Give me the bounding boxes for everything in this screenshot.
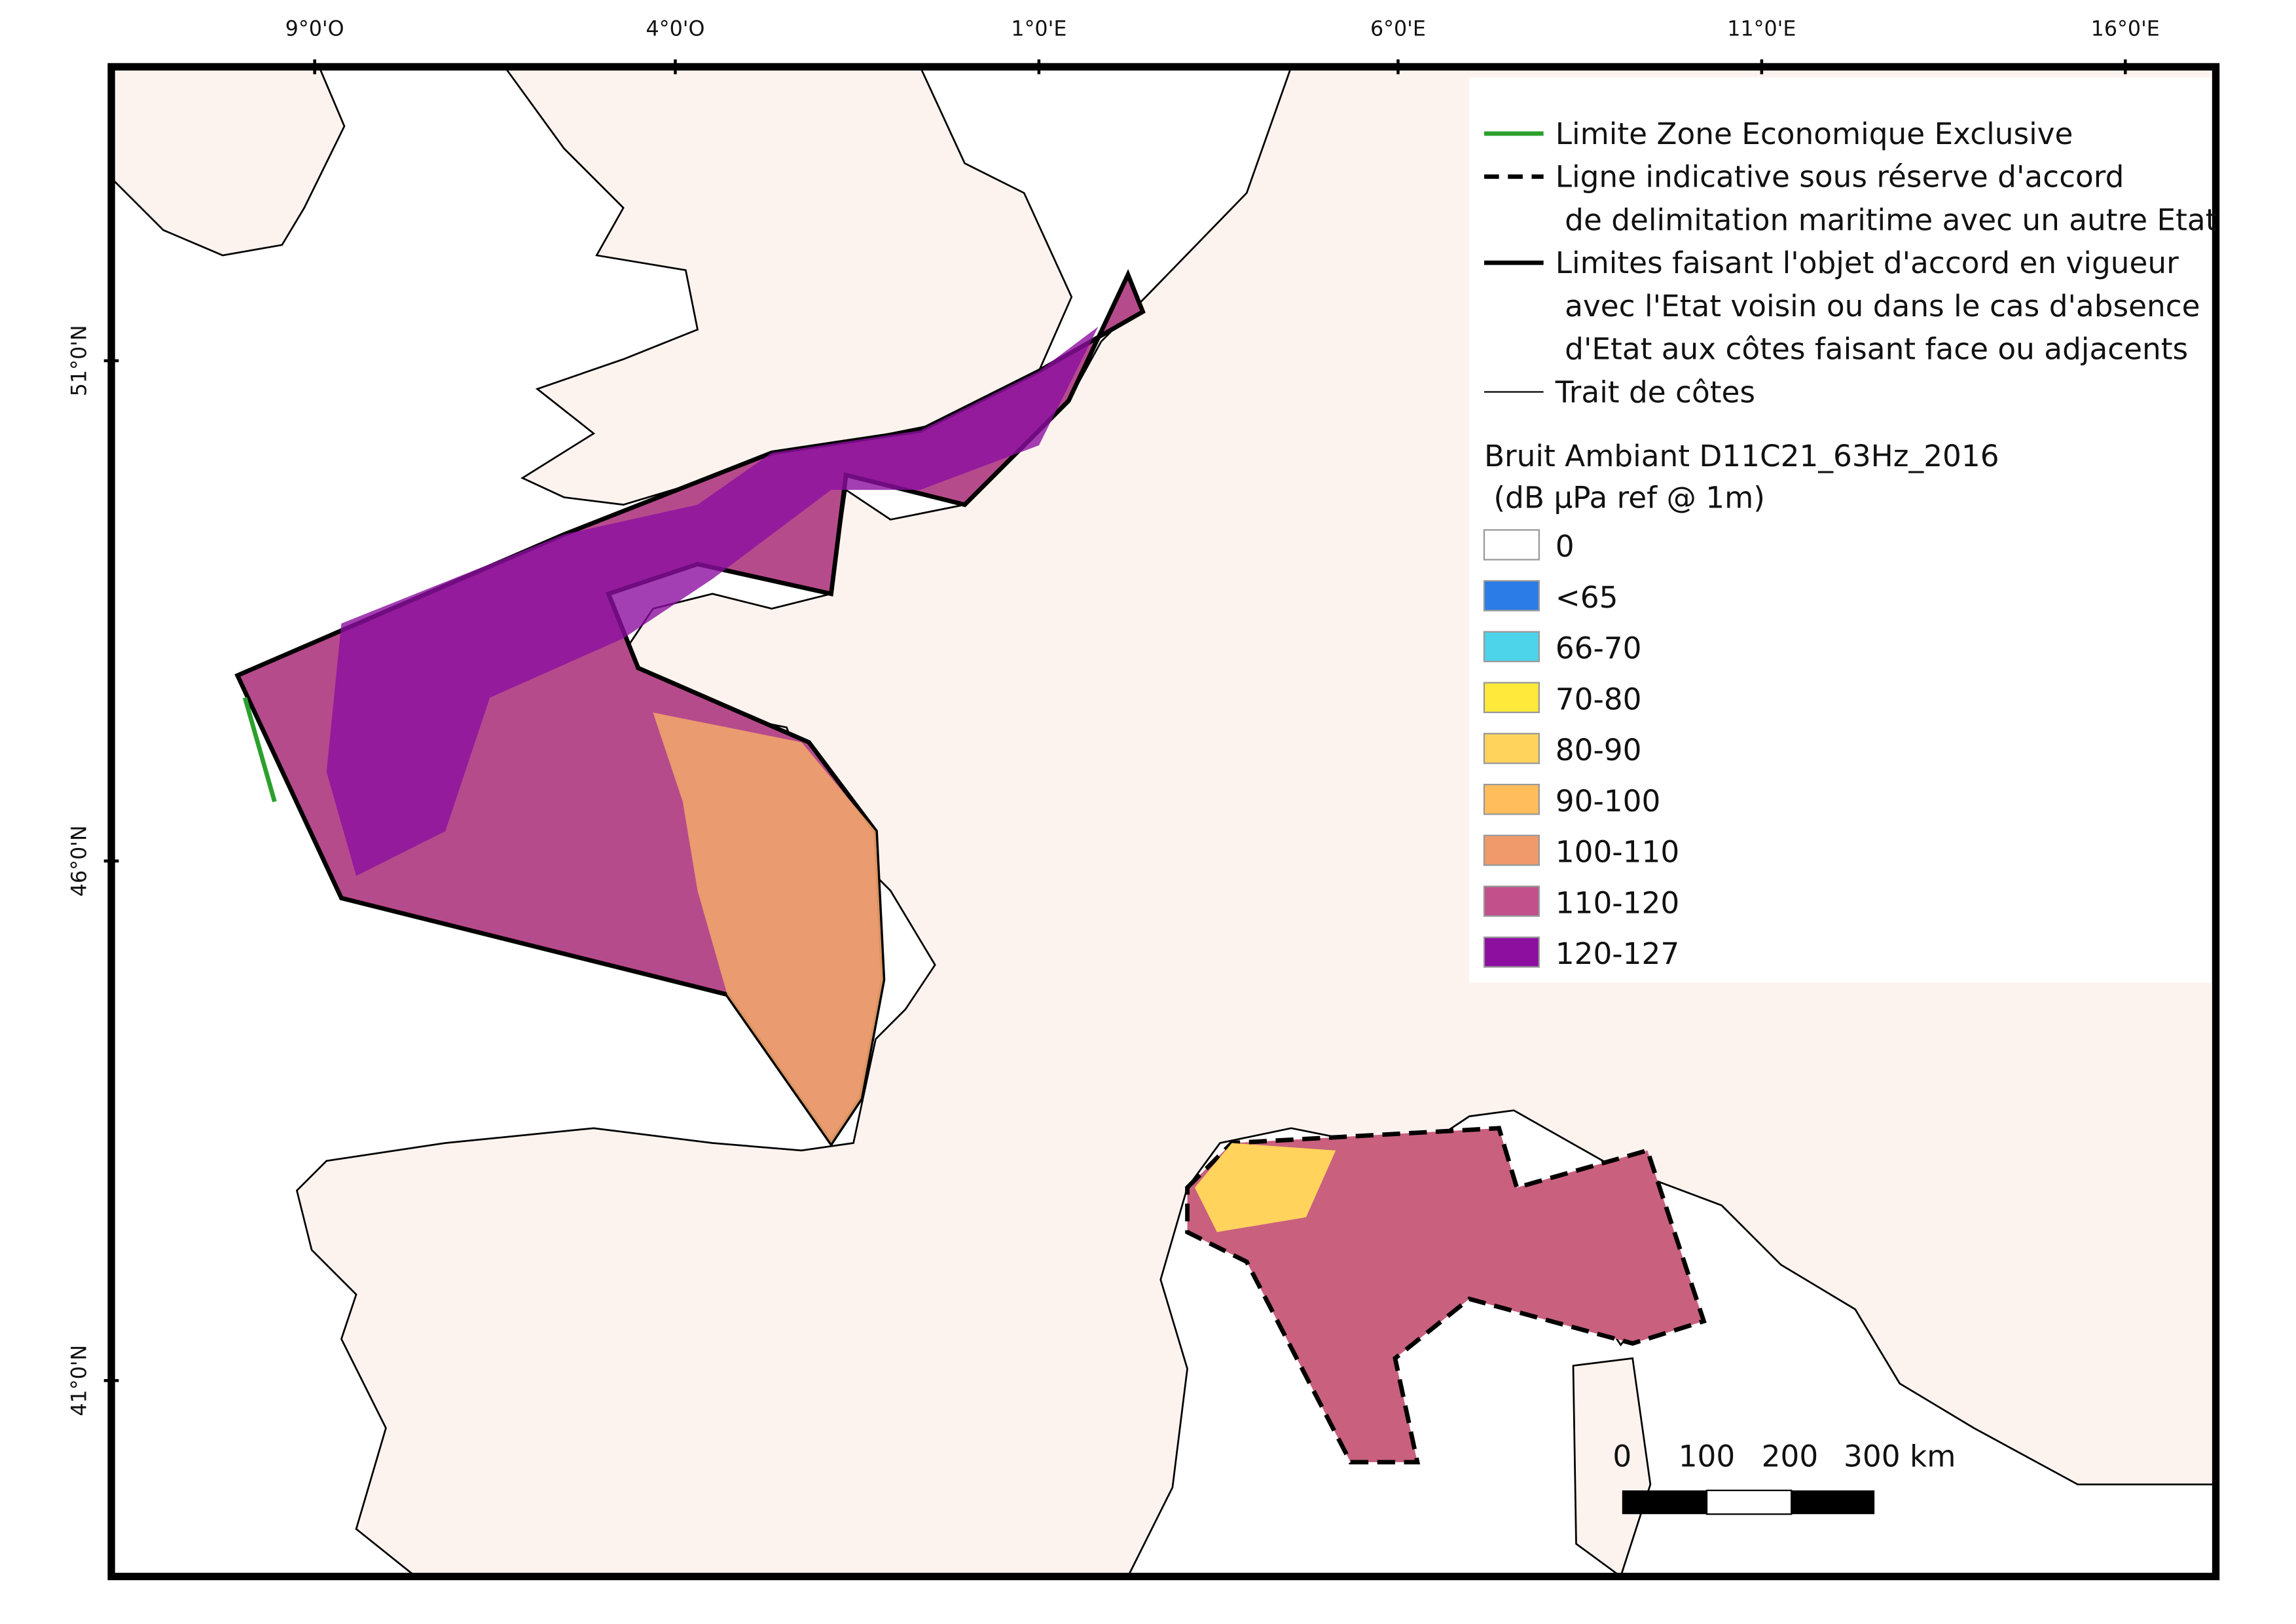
lon-label: 4°0'O bbox=[646, 17, 705, 41]
noise-zones bbox=[234, 268, 1707, 1465]
lon-label: 1°0'E bbox=[1011, 17, 1066, 41]
scale-seg bbox=[1791, 1490, 1875, 1515]
legend-swatch bbox=[1483, 529, 1540, 561]
legend-label: Limite Zone Economique Exclusive bbox=[1556, 117, 2073, 151]
scale-seg bbox=[1705, 1489, 1793, 1515]
lat-label: 46°0'N bbox=[68, 825, 92, 896]
scale-bar: 0 100 200 300 km bbox=[1613, 1439, 1956, 1515]
frame bbox=[107, 63, 2220, 1581]
med-yellow bbox=[1194, 1143, 1336, 1232]
legend-title: Bruit Ambiant D11C21_63Hz_2016 bbox=[1484, 439, 1999, 473]
legend-swatch bbox=[1483, 834, 1540, 866]
lon-label: 11°0'E bbox=[1727, 17, 1796, 41]
legend-swatch bbox=[1483, 783, 1540, 815]
scale-label: 300 km bbox=[1844, 1439, 1956, 1474]
legend-swatch bbox=[1483, 631, 1540, 663]
legend-box bbox=[1469, 77, 2212, 983]
scale-label: 200 bbox=[1762, 1439, 1819, 1474]
legend-title: (dB µPa ref @ 1m) bbox=[1484, 480, 1765, 515]
legend-label: <65 bbox=[1556, 580, 1618, 615]
ticks: 9°0'O 4°0'O 1°0'E 6°0'E 11°0'E 16°0'E 51°0'N 46… bbox=[68, 17, 2160, 1416]
scale-label: 100 bbox=[1679, 1439, 1736, 1474]
legend-label: 80-90 bbox=[1556, 733, 1642, 767]
scale-label: 0 bbox=[1613, 1439, 1631, 1474]
eez-green bbox=[242, 697, 277, 803]
lon-label: 6°0'E bbox=[1370, 17, 1426, 41]
atlantic-purple bbox=[326, 326, 1099, 876]
lat-label: 41°0'N bbox=[68, 1345, 92, 1416]
legend-label: 110-120 bbox=[1556, 885, 1679, 920]
legend-label: de delimitation maritime avec un autre E… bbox=[1556, 202, 2217, 237]
legend-label: avec l'Etat voisin ou dans le cas d'abse… bbox=[1556, 289, 2200, 323]
legend-swatch bbox=[1483, 936, 1540, 968]
legend-label: Trait de côtes bbox=[1555, 375, 1755, 409]
legend-label: 100-110 bbox=[1556, 835, 1679, 870]
med-zone bbox=[1185, 1126, 1707, 1465]
legend-label: d'Etat aux côtes faisant face ou adjacen… bbox=[1556, 332, 2188, 367]
scale-seg bbox=[1622, 1490, 1707, 1515]
legend-label: 70-80 bbox=[1556, 682, 1642, 716]
legend-swatch bbox=[1483, 885, 1540, 917]
legend-label: Ligne indicative sous réserve d'accord bbox=[1556, 160, 2124, 194]
legend-label: 0 bbox=[1556, 529, 1575, 564]
legend-swatch bbox=[1483, 580, 1540, 612]
legend: Limite Zone Economique Exclusive Ligne in… bbox=[1483, 117, 2217, 971]
legend-label: Limites faisant l'objet d'accord en vigu… bbox=[1556, 246, 2179, 280]
legend-label: 90-100 bbox=[1556, 784, 1661, 819]
legend-label: 66-70 bbox=[1556, 631, 1642, 666]
great-britain bbox=[503, 65, 1073, 506]
legend-swatch bbox=[1483, 733, 1540, 764]
legend-label: 120-127 bbox=[1556, 936, 1679, 971]
lon-label: 16°0'E bbox=[2091, 17, 2160, 41]
sardinia bbox=[1572, 1357, 1652, 1578]
lon-label: 9°0'O bbox=[285, 17, 344, 41]
ireland bbox=[110, 65, 346, 257]
lat-label: 51°0'N bbox=[68, 325, 92, 396]
atlantic-orange bbox=[653, 712, 883, 1143]
legend-swatch bbox=[1483, 682, 1540, 714]
